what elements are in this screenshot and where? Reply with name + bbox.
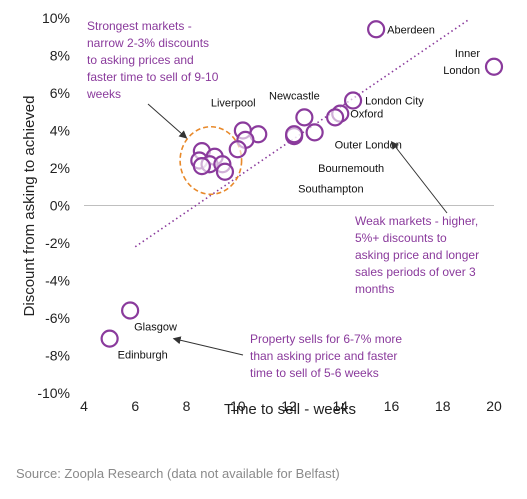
annotation-line: Property sells for 6-7% more <box>250 332 402 346</box>
y-tick-label: 0% <box>50 198 70 214</box>
point-label: Oxford <box>350 109 383 121</box>
y-tick-label: 4% <box>50 123 70 139</box>
annotation-line: asking price and longer <box>355 248 479 262</box>
point-label: Aberdeen <box>387 24 435 36</box>
annotation-line: than asking price and faster <box>250 349 397 363</box>
annotation-line: months <box>355 282 394 296</box>
annotation-line: time to sell of 5-6 weeks <box>250 366 379 380</box>
annotation: Strongest markets - narrow 2-3% discounts… <box>86 19 219 139</box>
data-point <box>484 57 504 76</box>
point-label: Southampton <box>298 183 363 195</box>
annotation-line: sales periods of over 3 <box>355 265 476 279</box>
annotation-text: Weak markets - higher, 5%+ discounts to as… <box>355 214 479 296</box>
annotation: Weak markets - higher, 5%+ discounts to as… <box>355 140 479 296</box>
x-tick-label: 4 <box>80 398 88 414</box>
point-label: Inner London <box>443 48 480 77</box>
annotation-line: faster time to sell of 9-10 <box>87 70 219 84</box>
annotation-text: Property sells for 6-7% more than asking … <box>250 332 402 380</box>
source-note: Source: Zoopla Research (data not availa… <box>16 466 340 481</box>
x-axis-title: Time to sell - weeks <box>224 401 356 418</box>
y-tick-label: -8% <box>45 348 70 364</box>
point-label: Newcastle <box>269 90 320 102</box>
x-tick-label: 6 <box>131 398 139 414</box>
y-tick-label: -2% <box>45 235 70 251</box>
annotation: Property sells for 6-7% more than asking … <box>172 332 402 380</box>
point-label: Bournemouth <box>318 163 384 175</box>
annotation-line: weeks <box>86 87 121 101</box>
annotation-text: Strongest markets - narrow 2-3% discounts… <box>86 19 219 101</box>
y-tick-label: 8% <box>50 48 70 64</box>
point-label: Edinburgh <box>118 350 168 362</box>
data-point <box>192 157 211 176</box>
point-label: Glasgow <box>134 322 177 334</box>
data-point <box>215 162 235 181</box>
x-tick-label: 8 <box>183 398 191 414</box>
data-point <box>326 108 345 127</box>
y-tick-label: -4% <box>45 273 70 289</box>
data-point <box>121 301 140 320</box>
x-tick-label: 10 <box>230 398 246 414</box>
annotation-line: narrow 2-3% discounts <box>87 36 209 50</box>
annotation-arrow <box>390 140 448 214</box>
y-axis-title: Discount from asking to achieved <box>21 96 38 317</box>
x-tick-label: 12 <box>281 398 297 414</box>
annotation-arrow <box>147 103 188 139</box>
annotation-arrow <box>172 336 244 356</box>
data-point <box>305 123 324 142</box>
y-tick-label: -10% <box>37 385 70 401</box>
y-tick-label: -6% <box>45 310 70 326</box>
x-tick-label: 14 <box>332 398 348 414</box>
strong-markets-cluster <box>179 125 243 196</box>
data-point <box>228 140 247 159</box>
annotation-line: Strongest markets - <box>87 19 192 33</box>
annotation-line: Weak markets - higher, <box>355 214 478 228</box>
y-tick-label: 10% <box>42 10 70 26</box>
data-point <box>285 125 304 144</box>
point-label: London City <box>365 96 424 108</box>
y-tick-label: 2% <box>50 160 70 176</box>
data-point <box>295 108 314 127</box>
data-point <box>100 329 119 348</box>
data-point <box>343 91 363 110</box>
data-point <box>367 20 386 39</box>
x-tick-label: 18 <box>435 398 451 414</box>
x-tick-label: 16 <box>384 398 400 414</box>
annotation-line: to asking prices and <box>87 53 194 67</box>
x-tick-label: 20 <box>486 398 502 414</box>
y-tick-label: 6% <box>50 85 70 101</box>
point-label: Liverpool <box>211 98 256 110</box>
point-label: Outer London <box>335 139 402 151</box>
annotation-line: 5%+ discounts to <box>355 231 447 245</box>
